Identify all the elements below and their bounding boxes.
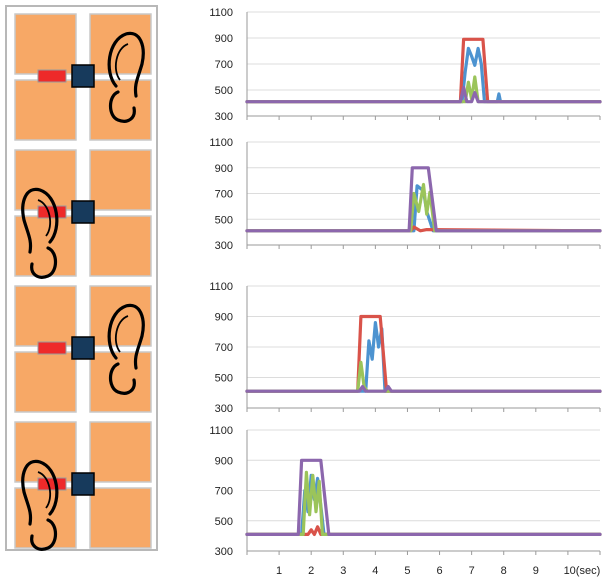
x-tick-label: 10(sec)	[564, 565, 601, 577]
floor-tile	[89, 421, 152, 483]
y-tick-label: 700	[215, 486, 233, 498]
x-tick-label: 4	[372, 565, 378, 577]
series-line	[245, 37, 602, 104]
y-tick-label: 300	[215, 240, 233, 252]
sensor-box	[71, 472, 95, 496]
y-tick-label: 1100	[209, 425, 233, 437]
y-tick-label: 300	[215, 403, 233, 415]
series-line	[245, 385, 602, 393]
footprint-sole	[107, 303, 145, 370]
y-tick-label: 700	[215, 59, 233, 71]
sensor-box	[71, 200, 95, 224]
x-tick-label: 8	[501, 565, 507, 577]
y-tick-label: 1100	[209, 137, 233, 149]
footprint-inner	[114, 315, 129, 353]
y-tick-label: 500	[215, 516, 233, 528]
y-tick-label: 1100	[209, 281, 233, 293]
series-line	[245, 321, 602, 393]
series-line	[245, 182, 602, 233]
floor-tile	[89, 149, 152, 211]
y-tick-label: 900	[215, 33, 233, 45]
footprint-heel	[30, 518, 58, 551]
y-tick-label: 500	[215, 85, 233, 97]
x-tick-label: 3	[340, 565, 346, 577]
y-tick-label: 500	[215, 373, 233, 385]
series-line	[245, 166, 602, 233]
floor-panel	[14, 149, 152, 279]
series-line	[245, 314, 602, 393]
floor-tile	[89, 351, 152, 413]
led-strip	[37, 341, 67, 355]
series-line	[245, 470, 602, 537]
y-tick-label: 900	[215, 163, 233, 175]
y-tick-label: 700	[215, 342, 233, 354]
series-line	[245, 458, 602, 537]
series-line	[245, 360, 602, 393]
y-tick-label: 700	[215, 189, 233, 201]
y-tick-label: 300	[215, 546, 233, 558]
footprint-icon	[21, 459, 59, 551]
y-tick-label: 1100	[209, 7, 233, 19]
chart-panel: 1100 900 700 500 300	[209, 137, 602, 252]
y-tick-label: 900	[215, 312, 233, 324]
footprint-inner	[37, 471, 52, 509]
floor-tile	[14, 79, 77, 141]
floor-tile	[89, 487, 152, 549]
footprint-icon	[107, 303, 145, 395]
floor-tile	[14, 285, 77, 347]
led-strip	[37, 477, 67, 491]
x-tick-label: 9	[533, 565, 539, 577]
x-axis-labels: 1 2 3 4 5 6 7 8 9 10(sec)	[276, 565, 600, 577]
chart-panel: 1100 900 700 500 300	[209, 425, 602, 558]
footprint-heel	[108, 362, 136, 395]
sensor-box	[71, 64, 95, 88]
sensor-box	[71, 336, 95, 360]
floor-tile	[14, 351, 77, 413]
x-tick-label: 6	[436, 565, 442, 577]
series-line	[245, 46, 602, 104]
x-tick-label: 1	[276, 565, 282, 577]
x-tick-label: 5	[404, 565, 410, 577]
footprint-heel	[108, 90, 136, 123]
series-line	[245, 85, 602, 104]
led-strip	[37, 69, 67, 83]
x-tick-label: 7	[469, 565, 475, 577]
footprint-sole	[21, 459, 59, 526]
x-tick-label: 2	[308, 565, 314, 577]
footprint-sole	[21, 187, 59, 254]
y-tick-label: 300	[215, 111, 233, 123]
series-line	[245, 75, 602, 104]
floor-tile	[89, 79, 152, 141]
floor-panel	[14, 13, 152, 141]
footprint-icon	[21, 187, 59, 279]
floor-panel	[14, 421, 152, 551]
footprint-sole	[107, 31, 145, 98]
floor-panel	[14, 285, 152, 413]
floor-tile	[89, 215, 152, 277]
y-tick-label: 500	[215, 214, 233, 226]
floor-tile	[14, 13, 77, 75]
y-tick-label: 900	[215, 455, 233, 467]
floor-diagram	[5, 5, 158, 551]
led-strip	[37, 205, 67, 219]
footprint-inner	[37, 199, 52, 237]
footprint-heel	[30, 246, 58, 279]
chart-panel: 1100 900 700 500 300	[209, 281, 602, 415]
footprint-icon	[107, 31, 145, 123]
chart-panel: 1100 900 700 500 300	[209, 7, 602, 123]
footprint-inner	[114, 43, 129, 81]
